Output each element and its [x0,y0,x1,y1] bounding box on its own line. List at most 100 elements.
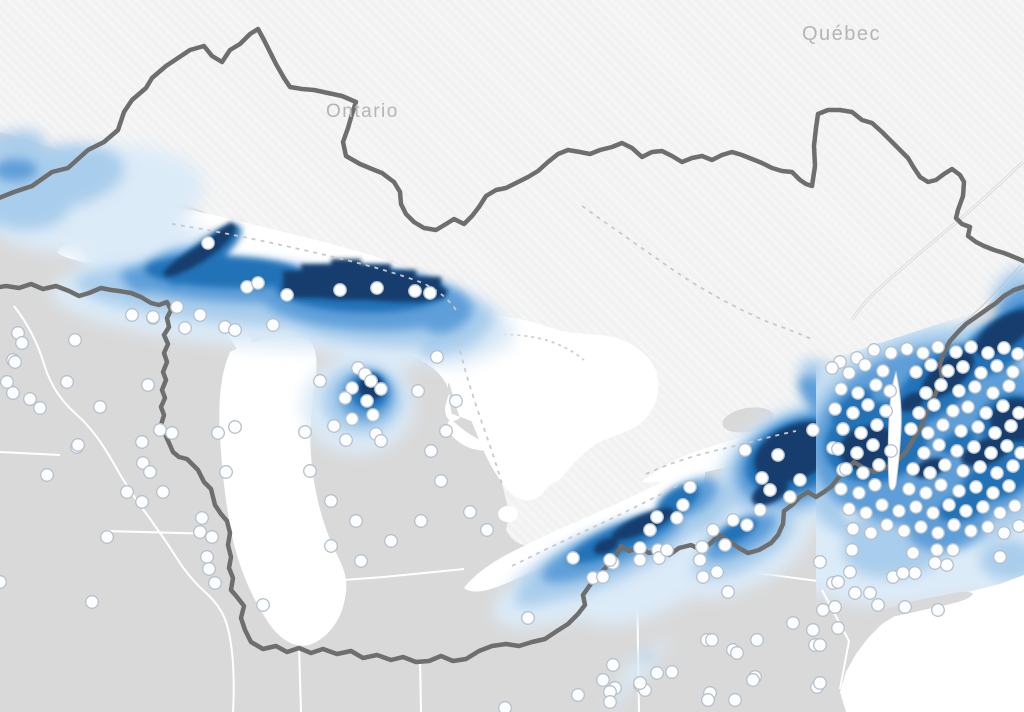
station-marker [0,575,7,589]
snow-dark-block [163,222,237,277]
il-in-border [298,644,302,712]
station-marker [964,524,978,538]
station-marker [946,543,960,557]
station-marker [793,473,807,487]
station-marker [135,495,149,509]
label-quebec: Québec [802,23,881,45]
station-marker [949,345,963,359]
station-marker [986,486,1000,500]
snow-blob [623,654,659,680]
station-marker [603,553,617,567]
station-marker [845,543,859,557]
station-marker [1014,446,1024,460]
station-marker [912,406,926,420]
station-marker [997,341,1011,355]
station-marker [921,426,935,440]
station-marker [411,384,425,398]
station-marker [834,382,848,396]
station-marker [498,701,512,712]
station-marker [721,585,735,599]
station-marker [861,398,875,412]
station-marker [374,434,388,448]
station-marker [896,566,910,580]
station-marker [834,482,848,496]
station-marker [596,570,610,584]
station-marker [298,425,312,439]
station-marker [850,446,864,460]
station-marker [1006,459,1020,473]
station-marker [846,522,860,536]
station-marker [178,321,192,335]
station-marker [345,381,359,395]
station-marker [928,556,942,570]
station-marker [650,510,664,524]
station-marker [313,374,327,388]
station-marker [195,511,209,525]
station-marker [846,406,860,420]
station-marker [0,375,14,389]
mississippi-river-border [13,305,235,712]
station-marker [831,575,845,589]
snow-blob [514,577,576,607]
station-marker [996,399,1010,413]
snow-blob [0,159,37,181]
station-marker [170,300,184,314]
station-marker [902,482,916,496]
station-marker [979,406,993,420]
station-marker [228,420,242,434]
station-marker [338,391,352,405]
station-marker [852,486,866,500]
station-marker [1000,439,1014,453]
station-marker [974,366,988,380]
station-marker [816,603,830,617]
region-labels: Québec Ontario [326,23,881,122]
station-marker [136,456,150,470]
station-marker [876,364,890,378]
station-marker [941,364,955,378]
station-marker [969,480,983,494]
station-marker [842,502,856,516]
saginaw-bay [446,418,510,451]
station-marker [434,474,448,488]
station-marker [825,361,839,375]
station-marker [934,478,948,492]
station-marker [324,494,338,508]
station-marker [990,466,1004,480]
long-island [872,591,973,620]
station-marker [439,424,453,438]
station-marker [201,236,215,250]
station-marker [8,355,22,369]
station-marker [193,308,207,322]
station-marker [990,359,1004,373]
station-marker [884,444,898,458]
station-marker [831,621,845,635]
station-marker [771,448,785,462]
station-marker [370,281,384,295]
station-marker [914,520,928,534]
station-marker [856,466,870,480]
station-marker [15,336,29,350]
ontario-border-dash [645,430,797,475]
station-marker [746,673,760,687]
station-marker [806,623,820,637]
station-marker [633,676,647,690]
station-marker [993,550,1007,564]
station-marker [869,378,883,392]
station-marker [414,514,428,528]
station-marker [303,464,317,478]
station-marker [200,550,214,564]
station-marker [566,551,580,565]
station-marker [333,283,347,297]
station-marker [906,546,920,560]
mi-oh-border [302,568,465,584]
station-marker [938,458,952,472]
station-marker [851,386,865,400]
station-marker [868,478,882,492]
station-marker [354,554,368,568]
station-marker [931,526,945,540]
manitoulin-outline [447,333,585,361]
station-marker [909,500,923,514]
snow-blob [582,554,714,626]
erie-border-dash [511,478,691,567]
station-marker [936,418,950,432]
